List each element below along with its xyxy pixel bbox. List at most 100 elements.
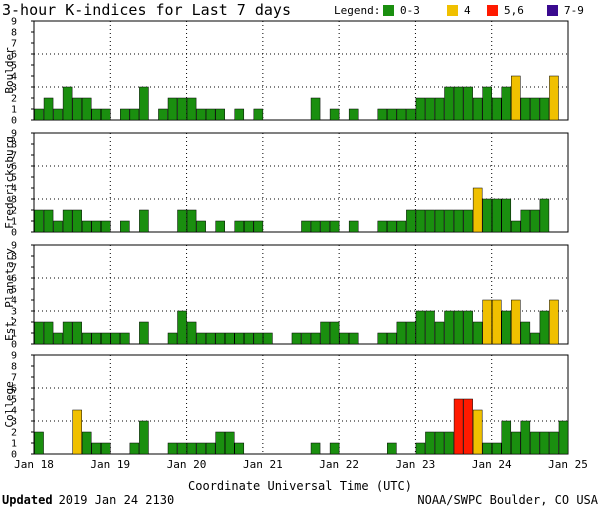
- k-index-bar: [377, 220, 388, 233]
- k-index-bar: [406, 209, 416, 233]
- k-index-bar: [91, 108, 102, 121]
- k-index-bar: [186, 321, 197, 345]
- k-index-bar: [81, 431, 92, 455]
- k-index-bar: [120, 108, 130, 121]
- k-index-bar: [167, 442, 178, 455]
- y-tick-label: 8: [11, 28, 17, 39]
- k-index-bar: [43, 321, 54, 345]
- k-index-bar: [234, 108, 245, 121]
- k-index-bar: [196, 442, 206, 455]
- k-index-bar: [81, 220, 92, 233]
- k-index-bar: [329, 321, 340, 345]
- k-index-bar: [72, 209, 82, 233]
- y-tick-label: 2: [11, 94, 17, 105]
- k-index-bar: [415, 209, 426, 233]
- k-index-bar: [253, 108, 264, 121]
- k-index-bar: [72, 321, 82, 345]
- k-index-bar: [62, 209, 73, 233]
- legend-label-5-6: 5,6: [504, 4, 524, 17]
- x-tick-label: Jan 18: [14, 458, 54, 471]
- k-index-bar: [81, 332, 92, 345]
- y-tick-label: 9: [11, 17, 17, 28]
- k-index-bar: [224, 332, 235, 345]
- k-index-bar: [539, 97, 550, 121]
- panel-label: Boulder: [3, 47, 16, 94]
- panel-frame: [33, 354, 569, 455]
- y-tick-label: 3: [11, 195, 17, 206]
- k-index-bar: [186, 97, 197, 121]
- k-index-bar: [263, 332, 273, 345]
- k-index-bar: [234, 442, 245, 455]
- panel-frame: [33, 132, 569, 233]
- k-index-bar: [348, 108, 359, 121]
- y-tick-label: 4: [11, 406, 17, 417]
- k-index-bar: [101, 108, 111, 121]
- k-index-bar: [520, 209, 531, 233]
- k-index-bar: [453, 310, 464, 345]
- footer-updated-value: 2019 Jan 24 2130: [59, 493, 175, 507]
- k-index-bar: [549, 299, 559, 345]
- k-index-bar: [301, 220, 311, 233]
- k-index-bar: [43, 97, 54, 121]
- k-index-bar: [396, 220, 407, 233]
- k-index-bar: [425, 97, 435, 121]
- k-index-bar: [444, 431, 454, 455]
- k-index-bar: [224, 431, 235, 455]
- x-tick-label: Jan 23: [396, 458, 436, 471]
- footer-updated-label: Updated: [2, 493, 53, 507]
- legend-label-0-3: 0-3: [400, 4, 420, 17]
- k-index-bar: [520, 97, 531, 121]
- k-index-bar: [196, 108, 206, 121]
- k-index-bar: [177, 310, 187, 345]
- k-index-bar: [444, 86, 454, 121]
- k-index-bar: [53, 332, 63, 345]
- panels: 0123456789Boulder0123456789Fredericksbur…: [3, 17, 569, 461]
- k-index-bar: [244, 332, 254, 345]
- k-index-bar: [177, 442, 187, 455]
- k-index-bar: [320, 220, 330, 233]
- k-index-bar: [463, 209, 473, 233]
- k-index-bar: [101, 220, 111, 233]
- k-index-bar: [348, 332, 359, 345]
- k-index-bar: [511, 220, 521, 233]
- k-index-bar: [387, 442, 397, 455]
- k-index-bar: [511, 431, 521, 455]
- k-index-bar: [234, 220, 245, 233]
- k-index-bar: [530, 209, 540, 233]
- k-index-bar: [463, 398, 473, 455]
- k-index-bar: [406, 108, 416, 121]
- k-index-bar: [415, 310, 426, 345]
- k-index-bar: [215, 108, 225, 121]
- k-index-bar: [167, 97, 178, 121]
- k-index-bar: [539, 310, 550, 345]
- k-index-bar: [501, 198, 512, 233]
- k-index-bar: [186, 209, 197, 233]
- k-index-bar: [415, 442, 426, 455]
- k-index-bar: [234, 332, 245, 345]
- legend-label-4: 4: [464, 4, 471, 17]
- k-index-bar: [482, 442, 492, 455]
- k-index-bar: [463, 86, 473, 121]
- k-index-bar: [472, 97, 483, 121]
- k-index-bar: [501, 310, 512, 345]
- y-tick-label: 1: [11, 329, 17, 340]
- k-index-bar: [310, 442, 321, 455]
- k-index-bar: [434, 209, 445, 233]
- k-index-bar: [387, 108, 397, 121]
- y-tick-label: 6: [11, 384, 17, 395]
- k-index-bar: [120, 220, 130, 233]
- panel-label: Fredericksburg: [3, 136, 16, 229]
- k-index-bar: [472, 409, 483, 455]
- k-index-bar: [511, 75, 521, 121]
- k-index-bar: [511, 299, 521, 345]
- k-index-bar: [501, 86, 512, 121]
- k-index-bar: [43, 209, 54, 233]
- k-index-bar: [339, 332, 349, 345]
- k-index-bar: [472, 187, 483, 233]
- k-index-bar: [310, 97, 321, 121]
